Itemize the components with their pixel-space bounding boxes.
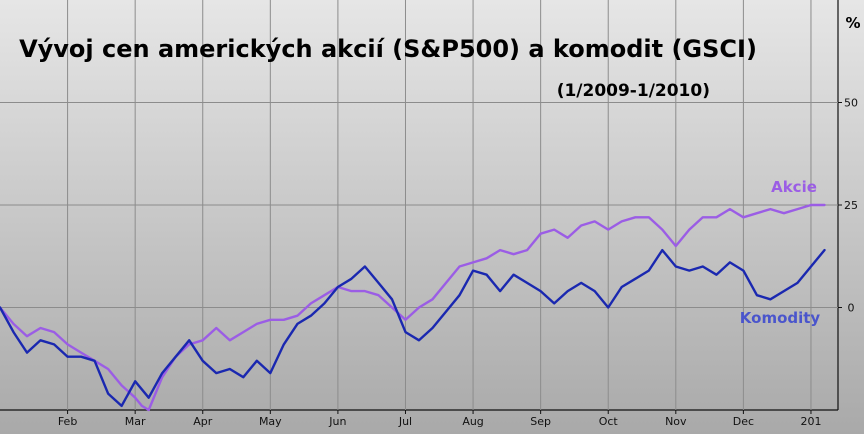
y-tick-label: 0 xyxy=(848,302,855,315)
x-tick-label: Sep xyxy=(530,415,551,428)
series-lines xyxy=(0,203,826,412)
y-tick-label: 25 xyxy=(844,199,858,212)
x-tick-label: 201 xyxy=(800,415,821,428)
x-tick-label: Jun xyxy=(328,415,346,428)
x-tick-label: Nov xyxy=(665,415,687,428)
series-label-komodity: Komodity xyxy=(740,309,821,327)
chart-subtitle: (1/2009-1/2010) xyxy=(557,81,710,101)
x-tick-label: Oct xyxy=(599,415,619,428)
x-tick-label: Mar xyxy=(125,415,146,428)
tick-labels: Feb Mar Apr May Jun Jul Aug Sep Oct Nov Dec 201 50 25… xyxy=(58,97,858,429)
x-tick-label: Apr xyxy=(193,415,213,428)
x-tick-label: Aug xyxy=(462,415,483,428)
x-tick-label: Feb xyxy=(58,415,77,428)
y-unit-label: % xyxy=(845,14,860,32)
chart-title: Vývoj cen amerických akcií (S&P500) a ko… xyxy=(19,35,757,63)
series-line-akcie xyxy=(0,203,826,412)
y-tick-label: 50 xyxy=(844,97,858,110)
x-tick-label: Dec xyxy=(733,415,754,428)
series-label-akcie: Akcie xyxy=(771,178,817,196)
series-line-komodity xyxy=(0,248,826,408)
x-tick-label: Jul xyxy=(398,415,412,428)
x-tick-label: May xyxy=(259,415,282,428)
